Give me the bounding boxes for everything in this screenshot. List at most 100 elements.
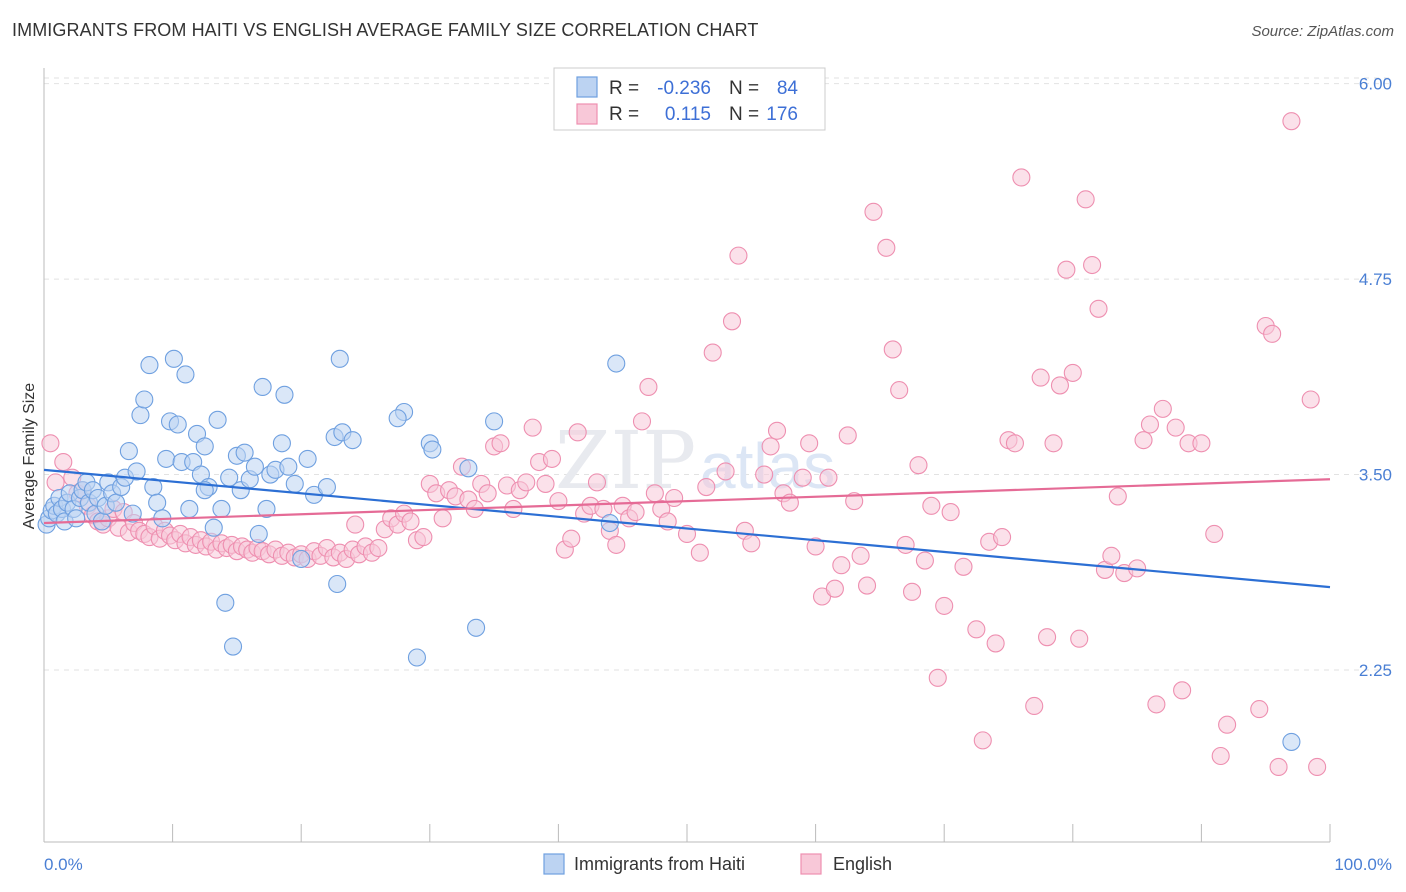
haiti-point-38 [168, 415, 187, 434]
series-legend: Immigrants from Haiti English [543, 853, 892, 875]
english-point-158 [1063, 363, 1082, 382]
english-point-135 [896, 535, 915, 554]
english-point-116 [761, 437, 780, 456]
english-point-152 [1025, 696, 1044, 716]
y-tick-label-0: 2.25 [1359, 661, 1392, 680]
haiti-point-28 [127, 462, 146, 481]
haiti-point-31 [140, 356, 159, 375]
legend-r-label-english: R = [609, 104, 639, 125]
english-point-155 [1044, 434, 1063, 453]
english-point-69 [433, 509, 452, 528]
haiti-point-58 [249, 524, 268, 544]
trend-lines [43, 468, 1331, 589]
haiti-point-60 [257, 499, 276, 518]
x-tick-label-end: 100.0% [1334, 855, 1392, 874]
english-point-178 [1269, 757, 1288, 776]
english-point-107 [690, 543, 709, 562]
haiti-point-35 [157, 449, 176, 468]
english-point-112 [729, 246, 748, 265]
english-point-114 [742, 534, 761, 553]
bottom-legend-label-haiti: Immigrants from Haiti [574, 854, 745, 874]
english-point-58 [369, 538, 388, 558]
english-point-64 [401, 512, 420, 531]
english-point-1 [46, 473, 65, 492]
haiti-point-65 [279, 457, 298, 476]
english-point-105 [665, 488, 684, 508]
haiti-point-30 [135, 390, 154, 409]
english-point-168 [1134, 431, 1153, 450]
english-point-173 [1173, 681, 1192, 700]
english-point-131 [864, 202, 883, 221]
haiti-point-26 [119, 442, 138, 461]
english-point-180 [1205, 524, 1224, 544]
bottom-legend-label-english: English [833, 854, 892, 874]
english-point-86 [542, 449, 562, 468]
english-point-93 [587, 473, 607, 492]
stats-legend-box [553, 67, 826, 131]
y-tick-labels: 2.25 3.50 4.75 6.00 [1359, 75, 1392, 680]
english-point-108 [697, 478, 716, 497]
haiti-point-75 [343, 431, 362, 450]
english-point-144 [967, 620, 986, 639]
english-point-139 [922, 496, 941, 515]
english-point-182 [1218, 715, 1237, 734]
english-point-183 [1250, 700, 1269, 719]
english-point-132 [877, 238, 896, 257]
haiti-point-50 [216, 593, 235, 612]
english-point-87 [549, 492, 568, 511]
english-point-2 [54, 452, 73, 472]
bottom-legend-swatch-english [800, 853, 822, 875]
haiti-point-84 [607, 354, 626, 373]
english-point-99 [626, 503, 645, 522]
english-point-134 [890, 381, 909, 400]
y-tick-label-3: 6.00 [1359, 75, 1392, 94]
y-tick-label-1: 3.50 [1359, 466, 1392, 485]
english-point-148 [993, 528, 1012, 547]
stats-legend: R = -0.236 N = 84 R = 0.115 N = 176 [553, 67, 826, 131]
english-point-181 [1211, 746, 1230, 766]
english-point-141 [935, 596, 954, 615]
english-point-161 [1083, 255, 1102, 275]
haiti-point-48 [208, 410, 227, 429]
x-tick-label-start: 0.0% [44, 855, 83, 874]
english-point-85 [536, 474, 555, 493]
english-point-150 [1005, 434, 1024, 453]
haiti-point-72 [328, 574, 347, 594]
english-point-96 [607, 535, 626, 554]
legend-swatch-english [576, 103, 598, 125]
english-point-76 [478, 484, 497, 503]
english-point-142 [941, 503, 960, 522]
haiti-point-29 [131, 406, 150, 425]
english-point-122 [806, 537, 825, 556]
english-point-117 [767, 421, 787, 440]
legend-n-label-english: N = [729, 104, 759, 125]
english-point-100 [632, 412, 652, 431]
haiti-point-47 [204, 518, 223, 537]
haiti-point-45 [195, 437, 214, 456]
english-point-124 [819, 468, 838, 487]
haiti-point-67 [292, 549, 311, 569]
english-point-136 [902, 582, 922, 601]
english-point-177 [1263, 324, 1282, 343]
chart-title: IMMIGRANTS FROM HAITI VS ENGLISH AVERAGE… [12, 20, 759, 40]
haiti-trend-line [43, 468, 1331, 589]
english-point-59 [346, 515, 365, 534]
english-point-159 [1070, 629, 1089, 648]
legend-n-value-haiti: 84 [777, 78, 799, 99]
english-point-129 [851, 546, 870, 565]
english-point-157 [1057, 260, 1076, 279]
english-point-83 [523, 418, 542, 437]
english-point-102 [645, 484, 664, 503]
english-point-143 [954, 557, 973, 576]
english-point-115 [755, 465, 774, 484]
english-point-126 [832, 556, 851, 575]
haiti-point-81 [459, 459, 478, 478]
haiti-point-11 [67, 509, 86, 528]
english-point-125 [825, 579, 844, 598]
y-axis-label: Average Family Size [21, 383, 38, 530]
english-point-185 [1308, 757, 1327, 776]
english-point-66 [414, 528, 433, 547]
english-point-179 [1301, 390, 1320, 409]
english-point-165 [1108, 487, 1127, 506]
